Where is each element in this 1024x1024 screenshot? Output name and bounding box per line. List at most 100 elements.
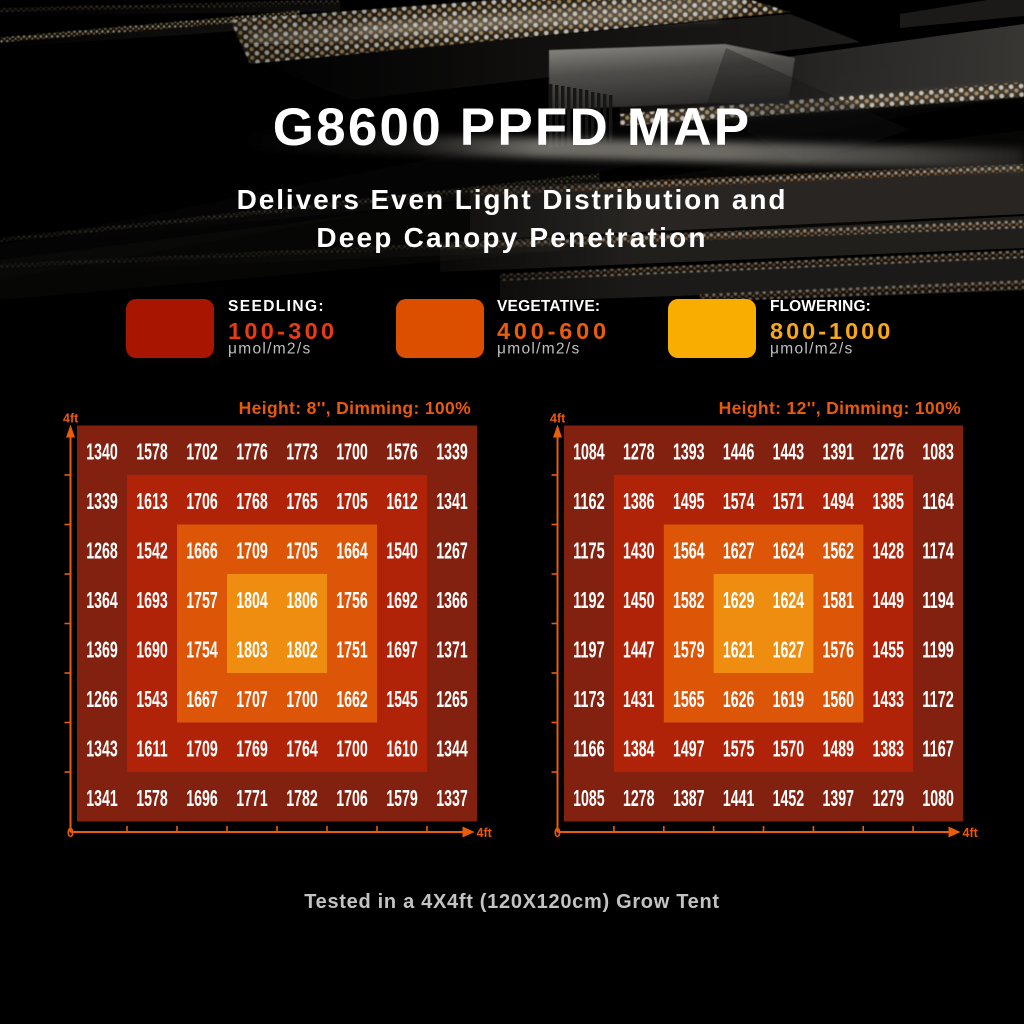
svg-text:1495: 1495 <box>673 488 705 514</box>
svg-text:1173: 1173 <box>573 686 605 712</box>
svg-text:1397: 1397 <box>823 785 855 811</box>
svg-text:VEGETATIVE:: VEGETATIVE: <box>497 298 600 315</box>
svg-text:1579: 1579 <box>673 637 705 663</box>
svg-text:1624: 1624 <box>773 587 805 613</box>
svg-text:1268: 1268 <box>86 538 118 564</box>
svg-text:1172: 1172 <box>922 686 954 712</box>
svg-text:1629: 1629 <box>723 587 755 613</box>
svg-text:1574: 1574 <box>723 488 755 514</box>
svg-text:1667: 1667 <box>186 686 218 712</box>
svg-text:1764: 1764 <box>286 736 318 762</box>
svg-text:1621: 1621 <box>723 637 755 663</box>
svg-text:1431: 1431 <box>623 686 655 712</box>
svg-text:1384: 1384 <box>623 736 655 762</box>
svg-text:1340: 1340 <box>86 439 118 465</box>
svg-text:1776: 1776 <box>236 439 268 465</box>
svg-text:SEEDLING:: SEEDLING: <box>228 298 325 315</box>
svg-text:μmol/m2/s: μmol/m2/s <box>770 341 854 358</box>
svg-text:1446: 1446 <box>723 439 755 465</box>
svg-text:1265: 1265 <box>436 686 468 712</box>
svg-text:1570: 1570 <box>773 736 805 762</box>
svg-text:1757: 1757 <box>186 587 218 613</box>
svg-text:1696: 1696 <box>186 785 218 811</box>
svg-text:0: 0 <box>67 826 74 840</box>
svg-text:1576: 1576 <box>823 637 855 663</box>
svg-text:1562: 1562 <box>823 538 855 564</box>
svg-text:1769: 1769 <box>236 736 268 762</box>
svg-text:1443: 1443 <box>773 439 805 465</box>
svg-text:1497: 1497 <box>673 736 705 762</box>
svg-text:1693: 1693 <box>136 587 168 613</box>
svg-text:1339: 1339 <box>436 439 468 465</box>
svg-text:1773: 1773 <box>286 439 318 465</box>
svg-text:1543: 1543 <box>136 686 168 712</box>
svg-text:400-600: 400-600 <box>497 318 610 344</box>
svg-text:1782: 1782 <box>286 785 318 811</box>
svg-text:1700: 1700 <box>336 439 368 465</box>
svg-text:1199: 1199 <box>922 637 954 663</box>
svg-text:1455: 1455 <box>872 637 904 663</box>
svg-text:1705: 1705 <box>336 488 368 514</box>
svg-text:1705: 1705 <box>286 538 318 564</box>
svg-text:1364: 1364 <box>86 587 118 613</box>
svg-text:1666: 1666 <box>186 538 218 564</box>
svg-text:1167: 1167 <box>922 736 954 762</box>
svg-text:1164: 1164 <box>922 488 954 514</box>
svg-text:1344: 1344 <box>436 736 468 762</box>
svg-text:1626: 1626 <box>723 686 755 712</box>
svg-text:1754: 1754 <box>186 637 218 663</box>
svg-text:1700: 1700 <box>286 686 318 712</box>
svg-text:1803: 1803 <box>236 637 268 663</box>
svg-text:1452: 1452 <box>773 785 805 811</box>
svg-text:1276: 1276 <box>872 439 904 465</box>
svg-text:1581: 1581 <box>823 587 855 613</box>
svg-text:1613: 1613 <box>136 488 168 514</box>
svg-text:1387: 1387 <box>673 785 705 811</box>
svg-text:1174: 1174 <box>922 538 954 564</box>
svg-text:1386: 1386 <box>623 488 655 514</box>
svg-text:1709: 1709 <box>236 538 268 564</box>
svg-text:1279: 1279 <box>872 785 904 811</box>
svg-text:1341: 1341 <box>86 785 118 811</box>
svg-text:1194: 1194 <box>922 587 954 613</box>
svg-text:1627: 1627 <box>773 637 805 663</box>
svg-text:1084: 1084 <box>573 439 605 465</box>
svg-text:4ft: 4ft <box>63 412 79 426</box>
svg-text:1690: 1690 <box>136 637 168 663</box>
svg-text:1266: 1266 <box>86 686 118 712</box>
svg-text:μmol/m2/s: μmol/m2/s <box>228 341 312 358</box>
svg-text:1624: 1624 <box>773 538 805 564</box>
svg-text:100-300: 100-300 <box>228 318 337 344</box>
svg-text:1771: 1771 <box>236 785 268 811</box>
svg-text:1337: 1337 <box>436 785 468 811</box>
svg-text:1579: 1579 <box>386 785 418 811</box>
svg-text:800-1000: 800-1000 <box>770 318 893 344</box>
svg-text:1706: 1706 <box>186 488 218 514</box>
svg-text:1197: 1197 <box>573 637 605 663</box>
svg-text:1449: 1449 <box>872 587 904 613</box>
svg-text:1366: 1366 <box>436 587 468 613</box>
svg-text:1433: 1433 <box>872 686 904 712</box>
svg-text:4ft: 4ft <box>963 826 979 840</box>
svg-text:1575: 1575 <box>723 736 755 762</box>
svg-text:1441: 1441 <box>723 785 755 811</box>
svg-text:1700: 1700 <box>336 736 368 762</box>
svg-text:1542: 1542 <box>136 538 168 564</box>
svg-text:1391: 1391 <box>823 439 855 465</box>
svg-text:1578: 1578 <box>136 785 168 811</box>
svg-text:Height: 12'', Dimming: 100%: Height: 12'', Dimming: 100% <box>719 398 961 418</box>
svg-text:1192: 1192 <box>573 587 605 613</box>
svg-text:FLOWERING:: FLOWERING: <box>770 298 871 315</box>
svg-text:1083: 1083 <box>922 439 954 465</box>
svg-text:Height: 8'', Dimming: 100%: Height: 8'', Dimming: 100% <box>239 398 471 418</box>
svg-text:1494: 1494 <box>823 488 855 514</box>
svg-text:1278: 1278 <box>623 439 655 465</box>
svg-text:1571: 1571 <box>773 488 805 514</box>
svg-text:1545: 1545 <box>386 686 418 712</box>
svg-text:1175: 1175 <box>573 538 605 564</box>
svg-text:1706: 1706 <box>336 785 368 811</box>
svg-text:1341: 1341 <box>436 488 468 514</box>
svg-text:1702: 1702 <box>186 439 218 465</box>
svg-text:1540: 1540 <box>386 538 418 564</box>
svg-text:1560: 1560 <box>823 686 855 712</box>
